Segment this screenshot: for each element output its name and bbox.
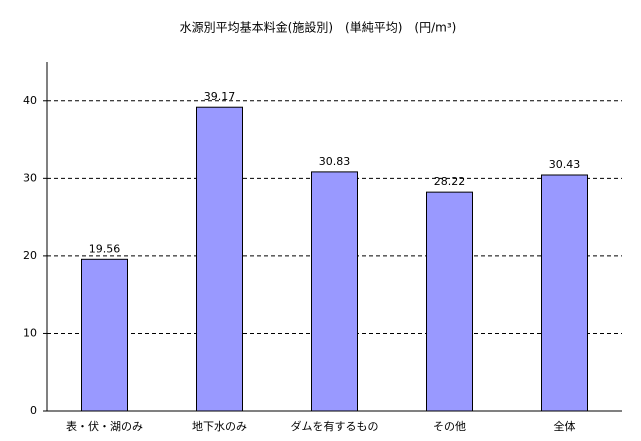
x-tick-label: 全体 (554, 419, 576, 433)
data-label: 30.83 (319, 155, 351, 168)
x-tick-label: 表・伏・湖のみ (66, 419, 143, 433)
bar (81, 258, 128, 412)
x-tick-label: ダムを有するもの (291, 419, 379, 433)
data-label: 28.22 (434, 175, 466, 188)
y-tick-label: 40 (23, 94, 37, 107)
bar (541, 174, 588, 412)
bar (426, 191, 473, 412)
bar (196, 106, 243, 412)
chart-title: 水源別平均基本料金(施設別) (単純平均) (円/m³) (180, 20, 457, 35)
x-tick-label: 地下水のみ (192, 420, 247, 433)
bar (311, 171, 358, 412)
data-label: 39.17 (204, 90, 236, 103)
y-tick-label: 0 (30, 404, 37, 417)
data-label: 30.43 (549, 158, 581, 171)
x-tick-label: その他 (433, 420, 466, 433)
y-tick-label: 30 (23, 171, 37, 184)
y-tick-label: 10 (23, 326, 37, 339)
y-tick-label: 20 (23, 249, 37, 262)
data-label: 19.56 (89, 242, 121, 255)
